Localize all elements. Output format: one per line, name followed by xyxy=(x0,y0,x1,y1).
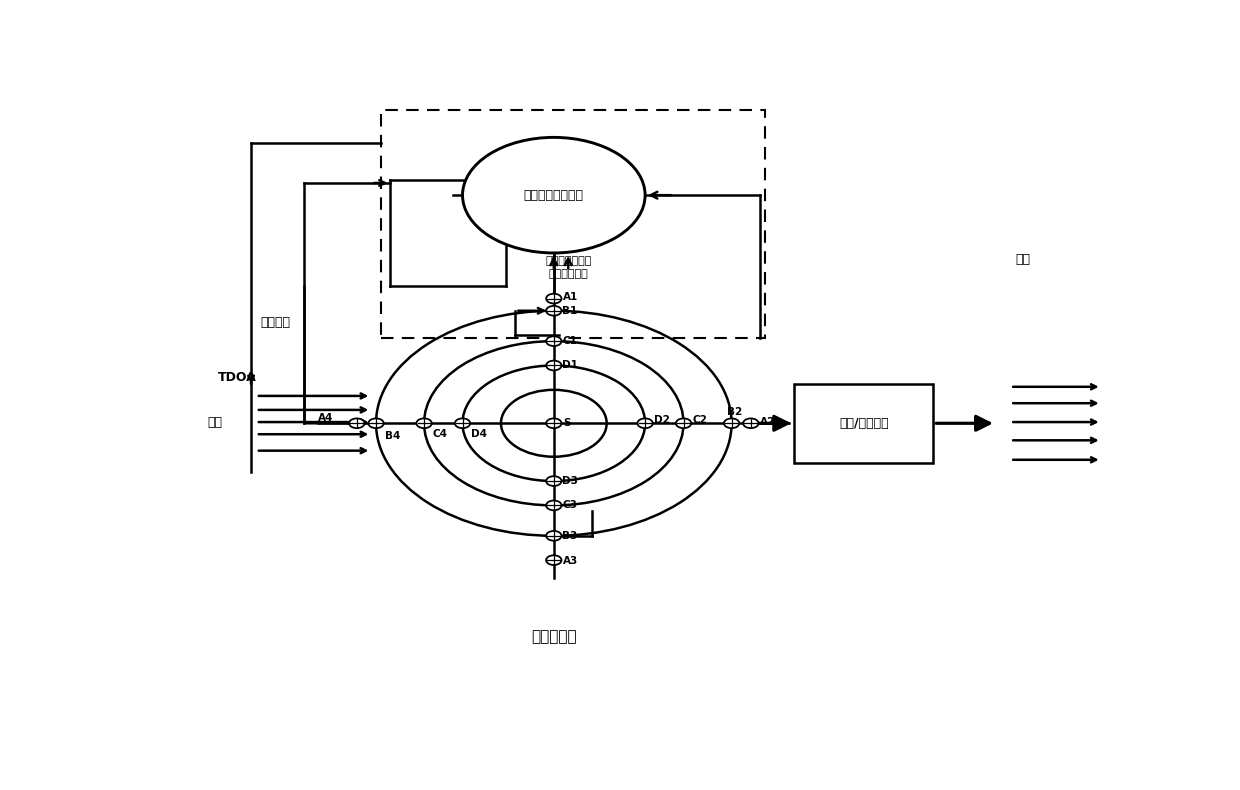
Text: 增强/降噪模块: 增强/降噪模块 xyxy=(839,417,889,430)
Text: D3: D3 xyxy=(563,476,578,486)
Text: A1: A1 xyxy=(563,292,578,303)
Circle shape xyxy=(546,501,562,510)
Text: B4: B4 xyxy=(384,431,401,441)
Text: B3: B3 xyxy=(563,531,578,541)
Text: C1: C1 xyxy=(563,337,578,346)
Text: A3: A3 xyxy=(563,555,578,566)
Text: 智能变克风定向
逻辑控制系统: 智能变克风定向 逻辑控制系统 xyxy=(546,256,591,279)
Text: C4: C4 xyxy=(433,430,448,439)
Text: B2: B2 xyxy=(727,407,742,417)
Circle shape xyxy=(546,555,562,565)
Text: 麦克风阵列: 麦克风阵列 xyxy=(531,629,577,644)
Circle shape xyxy=(546,294,562,303)
Text: 智能控制逻辑单元: 智能控制逻辑单元 xyxy=(523,189,584,201)
Text: C2: C2 xyxy=(692,416,707,425)
Text: 输出: 输出 xyxy=(1016,253,1030,265)
Circle shape xyxy=(546,531,562,540)
Circle shape xyxy=(417,419,432,428)
Text: 音源: 音源 xyxy=(208,416,223,428)
Text: B1: B1 xyxy=(563,306,578,316)
Circle shape xyxy=(676,419,691,428)
FancyBboxPatch shape xyxy=(794,384,934,463)
Circle shape xyxy=(546,419,562,428)
Text: 路径优化: 路径优化 xyxy=(260,317,290,329)
Circle shape xyxy=(546,337,562,346)
Text: S: S xyxy=(563,418,570,427)
Text: D2: D2 xyxy=(653,416,670,425)
Text: D1: D1 xyxy=(563,360,578,371)
Circle shape xyxy=(743,419,759,428)
Text: A4: A4 xyxy=(319,413,334,423)
Circle shape xyxy=(546,360,562,371)
Text: TDOA: TDOA xyxy=(217,371,257,384)
Circle shape xyxy=(368,419,383,428)
Circle shape xyxy=(546,476,562,486)
Circle shape xyxy=(455,419,470,428)
Circle shape xyxy=(724,419,739,428)
Circle shape xyxy=(637,419,652,428)
Text: D4: D4 xyxy=(471,429,487,438)
Text: A2: A2 xyxy=(759,417,775,427)
Text: C3: C3 xyxy=(563,500,578,510)
Circle shape xyxy=(546,306,562,316)
Circle shape xyxy=(350,419,365,428)
Circle shape xyxy=(463,137,645,253)
